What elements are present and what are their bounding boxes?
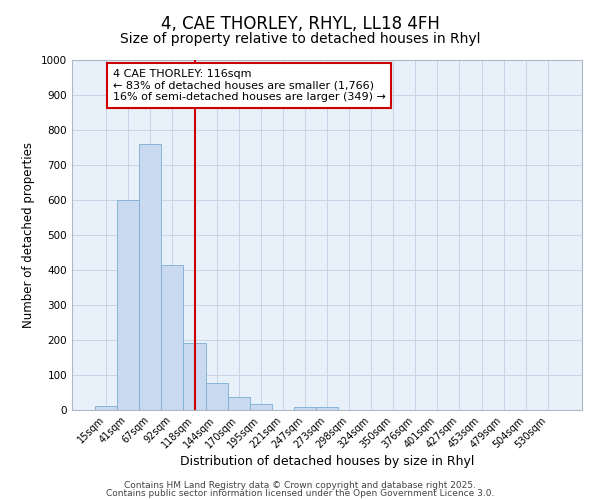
Bar [139,144,161,410]
Text: Contains public sector information licensed under the Open Government Licence 3.: Contains public sector information licen… [106,489,494,498]
Text: Contains HM Land Registry data © Crown copyright and database right 2025.: Contains HM Land Registry data © Crown c… [124,480,476,490]
Text: 4, CAE THORLEY, RHYL, LL18 4FH: 4, CAE THORLEY, RHYL, LL18 4FH [161,15,439,33]
X-axis label: Distribution of detached houses by size in Rhyl: Distribution of detached houses by size … [180,456,474,468]
Bar [95,406,117,410]
Text: Size of property relative to detached houses in Rhyl: Size of property relative to detached ho… [120,32,480,46]
Bar [227,396,250,410]
Bar [117,200,139,410]
Bar [250,404,272,410]
Bar [184,343,206,410]
Y-axis label: Number of detached properties: Number of detached properties [22,142,35,328]
Text: 4 CAE THORLEY: 116sqm
← 83% of detached houses are smaller (1,766)
16% of semi-d: 4 CAE THORLEY: 116sqm ← 83% of detached … [113,68,386,102]
Bar [161,264,184,410]
Bar [206,382,227,410]
Bar [294,406,316,410]
Bar [316,406,338,410]
